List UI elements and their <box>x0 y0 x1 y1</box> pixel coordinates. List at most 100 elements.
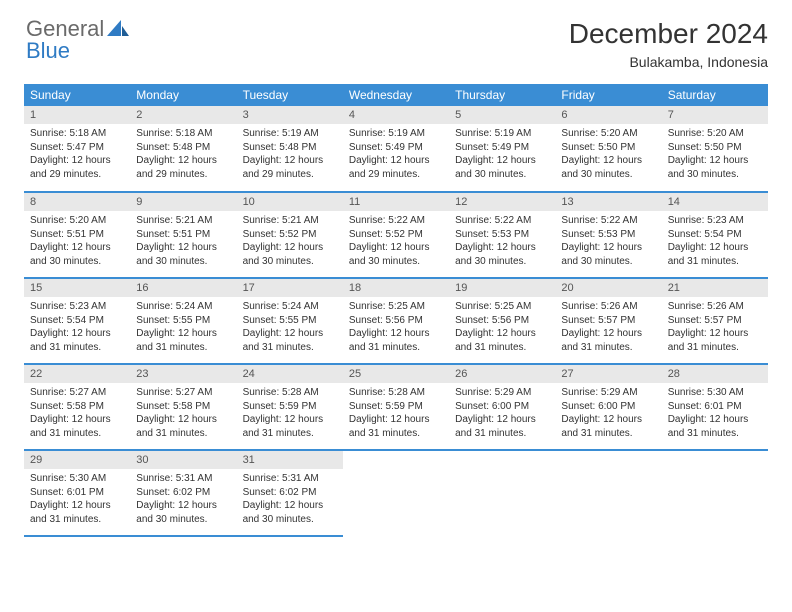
calendar-cell: 22Sunrise: 5:27 AMSunset: 5:58 PMDayligh… <box>24 364 130 450</box>
day-number: 18 <box>343 279 449 297</box>
daylight-text: Daylight: 12 hours and 30 minutes. <box>243 241 337 268</box>
day-number: 10 <box>237 193 343 211</box>
sunrise-text: Sunrise: 5:30 AM <box>668 386 762 400</box>
sunrise-text: Sunrise: 5:28 AM <box>243 386 337 400</box>
calendar-cell: 21Sunrise: 5:26 AMSunset: 5:57 PMDayligh… <box>662 278 768 364</box>
calendar-cell: 26Sunrise: 5:29 AMSunset: 6:00 PMDayligh… <box>449 364 555 450</box>
sunrise-text: Sunrise: 5:29 AM <box>561 386 655 400</box>
day-number: 12 <box>449 193 555 211</box>
sunset-text: Sunset: 5:54 PM <box>668 228 762 242</box>
sunrise-text: Sunrise: 5:22 AM <box>349 214 443 228</box>
sunrise-text: Sunrise: 5:26 AM <box>561 300 655 314</box>
weekday-header: Sunday <box>24 84 130 106</box>
sunrise-text: Sunrise: 5:31 AM <box>136 472 230 486</box>
calendar-cell: 9Sunrise: 5:21 AMSunset: 5:51 PMDaylight… <box>130 192 236 278</box>
daylight-text: Daylight: 12 hours and 31 minutes. <box>455 413 549 440</box>
day-details: Sunrise: 5:25 AMSunset: 5:56 PMDaylight:… <box>343 297 449 360</box>
weekday-header: Saturday <box>662 84 768 106</box>
day-details: Sunrise: 5:31 AMSunset: 6:02 PMDaylight:… <box>237 469 343 532</box>
calendar-cell: 14Sunrise: 5:23 AMSunset: 5:54 PMDayligh… <box>662 192 768 278</box>
day-details: Sunrise: 5:22 AMSunset: 5:53 PMDaylight:… <box>555 211 661 274</box>
sunrise-text: Sunrise: 5:24 AM <box>243 300 337 314</box>
calendar-cell: 16Sunrise: 5:24 AMSunset: 5:55 PMDayligh… <box>130 278 236 364</box>
weekday-header: Tuesday <box>237 84 343 106</box>
page-subtitle: Bulakamba, Indonesia <box>569 54 768 70</box>
calendar-cell: 8Sunrise: 5:20 AMSunset: 5:51 PMDaylight… <box>24 192 130 278</box>
sunset-text: Sunset: 5:58 PM <box>136 400 230 414</box>
day-number: 27 <box>555 365 661 383</box>
logo-text: General Blue <box>26 18 129 62</box>
daylight-text: Daylight: 12 hours and 30 minutes. <box>243 499 337 526</box>
daylight-text: Daylight: 12 hours and 31 minutes. <box>243 413 337 440</box>
daylight-text: Daylight: 12 hours and 30 minutes. <box>30 241 124 268</box>
sunset-text: Sunset: 5:49 PM <box>455 141 549 155</box>
daylight-text: Daylight: 12 hours and 30 minutes. <box>349 241 443 268</box>
calendar-row: 15Sunrise: 5:23 AMSunset: 5:54 PMDayligh… <box>24 278 768 364</box>
sunset-text: Sunset: 5:50 PM <box>668 141 762 155</box>
sunset-text: Sunset: 5:48 PM <box>136 141 230 155</box>
sunset-text: Sunset: 5:52 PM <box>243 228 337 242</box>
daylight-text: Daylight: 12 hours and 31 minutes. <box>30 327 124 354</box>
day-details: Sunrise: 5:20 AMSunset: 5:50 PMDaylight:… <box>555 124 661 187</box>
sunrise-text: Sunrise: 5:21 AM <box>243 214 337 228</box>
sunrise-text: Sunrise: 5:29 AM <box>455 386 549 400</box>
day-details: Sunrise: 5:19 AMSunset: 5:48 PMDaylight:… <box>237 124 343 187</box>
day-details: Sunrise: 5:27 AMSunset: 5:58 PMDaylight:… <box>24 383 130 446</box>
sunrise-text: Sunrise: 5:23 AM <box>668 214 762 228</box>
day-details: Sunrise: 5:27 AMSunset: 5:58 PMDaylight:… <box>130 383 236 446</box>
sunset-text: Sunset: 6:02 PM <box>136 486 230 500</box>
calendar-cell: 31Sunrise: 5:31 AMSunset: 6:02 PMDayligh… <box>237 450 343 536</box>
sunset-text: Sunset: 5:47 PM <box>30 141 124 155</box>
calendar-cell: 20Sunrise: 5:26 AMSunset: 5:57 PMDayligh… <box>555 278 661 364</box>
day-details: Sunrise: 5:28 AMSunset: 5:59 PMDaylight:… <box>343 383 449 446</box>
daylight-text: Daylight: 12 hours and 31 minutes. <box>243 327 337 354</box>
title-block: December 2024 Bulakamba, Indonesia <box>569 18 768 70</box>
day-number: 23 <box>130 365 236 383</box>
day-details: Sunrise: 5:30 AMSunset: 6:01 PMDaylight:… <box>24 469 130 532</box>
day-details: Sunrise: 5:26 AMSunset: 5:57 PMDaylight:… <box>662 297 768 360</box>
day-number: 25 <box>343 365 449 383</box>
calendar-cell: 17Sunrise: 5:24 AMSunset: 5:55 PMDayligh… <box>237 278 343 364</box>
calendar-cell: 25Sunrise: 5:28 AMSunset: 5:59 PMDayligh… <box>343 364 449 450</box>
sunset-text: Sunset: 5:55 PM <box>136 314 230 328</box>
day-details: Sunrise: 5:20 AMSunset: 5:51 PMDaylight:… <box>24 211 130 274</box>
day-details: Sunrise: 5:20 AMSunset: 5:50 PMDaylight:… <box>662 124 768 187</box>
sunrise-text: Sunrise: 5:20 AM <box>668 127 762 141</box>
sunset-text: Sunset: 6:01 PM <box>30 486 124 500</box>
day-details: Sunrise: 5:23 AMSunset: 5:54 PMDaylight:… <box>24 297 130 360</box>
calendar-table: Sunday Monday Tuesday Wednesday Thursday… <box>24 84 768 537</box>
daylight-text: Daylight: 12 hours and 31 minutes. <box>349 327 443 354</box>
sunrise-text: Sunrise: 5:19 AM <box>349 127 443 141</box>
day-number: 4 <box>343 106 449 124</box>
sunset-text: Sunset: 5:49 PM <box>349 141 443 155</box>
day-number: 11 <box>343 193 449 211</box>
calendar-cell: 18Sunrise: 5:25 AMSunset: 5:56 PMDayligh… <box>343 278 449 364</box>
calendar-cell <box>555 450 661 536</box>
calendar-cell: 11Sunrise: 5:22 AMSunset: 5:52 PMDayligh… <box>343 192 449 278</box>
daylight-text: Daylight: 12 hours and 30 minutes. <box>561 241 655 268</box>
daylight-text: Daylight: 12 hours and 29 minutes. <box>243 154 337 181</box>
day-details: Sunrise: 5:29 AMSunset: 6:00 PMDaylight:… <box>449 383 555 446</box>
sunrise-text: Sunrise: 5:19 AM <box>455 127 549 141</box>
day-details: Sunrise: 5:30 AMSunset: 6:01 PMDaylight:… <box>662 383 768 446</box>
page-header: General Blue December 2024 Bulakamba, In… <box>24 18 768 70</box>
daylight-text: Daylight: 12 hours and 31 minutes. <box>668 327 762 354</box>
calendar-cell: 1Sunrise: 5:18 AMSunset: 5:47 PMDaylight… <box>24 106 130 192</box>
weekday-header: Wednesday <box>343 84 449 106</box>
sunset-text: Sunset: 6:02 PM <box>243 486 337 500</box>
calendar-cell <box>343 450 449 536</box>
sunrise-text: Sunrise: 5:19 AM <box>243 127 337 141</box>
day-details: Sunrise: 5:26 AMSunset: 5:57 PMDaylight:… <box>555 297 661 360</box>
calendar-cell: 7Sunrise: 5:20 AMSunset: 5:50 PMDaylight… <box>662 106 768 192</box>
daylight-text: Daylight: 12 hours and 31 minutes. <box>30 413 124 440</box>
sunset-text: Sunset: 5:51 PM <box>136 228 230 242</box>
day-number: 16 <box>130 279 236 297</box>
day-number: 24 <box>237 365 343 383</box>
day-details: Sunrise: 5:25 AMSunset: 5:56 PMDaylight:… <box>449 297 555 360</box>
daylight-text: Daylight: 12 hours and 30 minutes. <box>455 154 549 181</box>
day-number: 2 <box>130 106 236 124</box>
day-number: 13 <box>555 193 661 211</box>
day-number: 28 <box>662 365 768 383</box>
day-number: 5 <box>449 106 555 124</box>
day-number: 20 <box>555 279 661 297</box>
